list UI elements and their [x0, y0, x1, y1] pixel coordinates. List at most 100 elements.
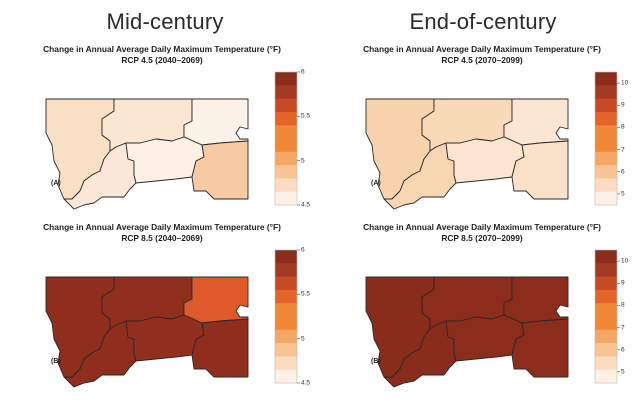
color-scale-step: [275, 111, 297, 126]
panel-title-line: Change in Annual Average Daily Maximum T…: [363, 222, 601, 232]
color-scale-step: [275, 72, 297, 86]
legend-tick-label: 6: [301, 246, 305, 254]
color-scale-step: [595, 276, 617, 291]
color-scale-step: [275, 316, 297, 331]
panel-title: Change in Annual Average Daily Maximum T…: [12, 44, 312, 65]
color-scale-step: [275, 191, 297, 206]
legend-tick-label: 7: [621, 146, 625, 154]
state-map: [365, 98, 569, 210]
legend-tick-label: 5: [301, 335, 305, 343]
color-scale-step: [275, 98, 297, 113]
color-scale-step: [275, 356, 297, 371]
color-scale-border: [594, 71, 618, 206]
climate-region-northeast: [183, 98, 249, 146]
legend-tick-label: 4.5: [301, 379, 311, 387]
panel-title-line: Change in Annual Average Daily Maximum T…: [363, 44, 601, 54]
color-scale-step: [275, 151, 297, 166]
map-panel-end-rcp85: Change in Annual Average Daily Maximum T…: [332, 222, 640, 392]
panel-label: (A): [371, 180, 381, 187]
color-scale-step: [275, 263, 297, 277]
color-scale-step: [275, 250, 297, 264]
panel-subtitle: RCP 4.5 (2040–2069): [121, 54, 203, 65]
color-scale-border: [594, 249, 618, 384]
color-scale-bar: [594, 71, 620, 206]
legend-tick-label: 4.5: [301, 201, 311, 209]
legend-tick-label: 5: [621, 368, 625, 376]
color-scale-step: [595, 72, 617, 86]
color-scale-border: [274, 249, 298, 384]
climate-region-southeast: [511, 318, 569, 378]
color-scale-bar: [274, 71, 300, 206]
state-map: [365, 276, 569, 388]
color-scale-step: [275, 303, 297, 317]
legend-tick-label: 8: [621, 301, 625, 309]
color-scale-step: [275, 165, 297, 179]
panel-title: Change in Annual Average Daily Maximum T…: [12, 222, 312, 243]
legend-tick-label: 8: [621, 123, 625, 131]
map-panel-mid-rcp85: Change in Annual Average Daily Maximum T…: [12, 222, 332, 392]
panel-label: (B): [371, 358, 381, 365]
color-scale-legend: 6 5.5 5 4.5: [274, 68, 315, 209]
legend-tick-label: 10: [621, 257, 629, 265]
color-scale-step: [595, 329, 617, 344]
state-map: [45, 98, 249, 210]
panel-title-line: Change in Annual Average Daily Maximum T…: [43, 44, 281, 54]
color-scale-step: [595, 165, 617, 179]
color-scale-step: [275, 85, 297, 99]
legend-tick-label: 10: [621, 79, 629, 87]
map-panel-mid-rcp45: Change in Annual Average Daily Maximum T…: [12, 44, 332, 214]
color-scale-step: [275, 329, 297, 344]
panel-subtitle: RCP 8.5 (2070–2099): [441, 232, 523, 243]
color-scale-step: [275, 276, 297, 291]
panel-label: (A): [51, 180, 61, 187]
color-scale-step: [595, 111, 617, 126]
climate-region-southeast: [511, 140, 569, 200]
color-scale-step: [595, 151, 617, 166]
legend-tick-label: 6: [301, 68, 305, 76]
color-scale-border: [274, 71, 298, 206]
color-scale-step: [595, 316, 617, 331]
color-scale-step: [275, 125, 297, 139]
color-scale-step: [595, 85, 617, 99]
color-scale-bar: [594, 249, 620, 384]
panel-title-line: Change in Annual Average Daily Maximum T…: [43, 222, 281, 232]
heading-mid-century: Mid-century: [106, 9, 224, 34]
color-scale-step: [595, 98, 617, 113]
color-scale-step: [275, 178, 297, 193]
legend-tick-label: 6: [621, 168, 625, 176]
climate-region-northeast: [183, 276, 249, 324]
color-scale-step: [595, 369, 617, 384]
climate-region-northeast: [503, 276, 569, 324]
color-scale-legend: 6 5.5 5 4.5: [274, 246, 315, 387]
color-scale-step: [595, 343, 617, 357]
panel-title: Change in Annual Average Daily Maximum T…: [332, 44, 632, 65]
color-scale-step: [595, 250, 617, 264]
climate-region-northeast: [503, 98, 569, 146]
legend-tick-label: 5: [301, 157, 305, 165]
legend-tick-label: 7: [621, 324, 625, 332]
map-panel-end-rcp45: Change in Annual Average Daily Maximum T…: [332, 44, 640, 214]
panel-subtitle: RCP 8.5 (2040–2069): [121, 232, 203, 243]
color-scale-step: [595, 263, 617, 277]
heading-end-of-century: End-of-century: [409, 9, 557, 34]
color-scale-step: [275, 289, 297, 304]
color-scale-step: [275, 369, 297, 384]
legend-tick-label: 9: [621, 101, 625, 109]
color-scale-step: [595, 289, 617, 304]
color-scale-step: [275, 138, 297, 153]
legend-tick-label: 5.5: [301, 112, 311, 120]
panel-title: Change in Annual Average Daily Maximum T…: [332, 222, 632, 243]
color-scale-step: [595, 125, 617, 139]
climate-region-southeast: [191, 318, 249, 378]
color-scale-step: [275, 343, 297, 357]
color-scale-step: [595, 356, 617, 371]
color-scale-step: [595, 178, 617, 193]
color-scale-legend: 10 9 8 7 6 5: [594, 71, 635, 206]
legend-tick-label: 5.5: [301, 290, 311, 298]
legend-tick-label: 5: [621, 190, 625, 198]
color-scale-bar: [274, 249, 300, 384]
panel-subtitle: RCP 4.5 (2070–2099): [441, 54, 523, 65]
color-scale-legend: 10 9 8 7 6 5: [594, 249, 635, 384]
state-map: [45, 276, 249, 388]
legend-tick-label: 9: [621, 279, 625, 287]
